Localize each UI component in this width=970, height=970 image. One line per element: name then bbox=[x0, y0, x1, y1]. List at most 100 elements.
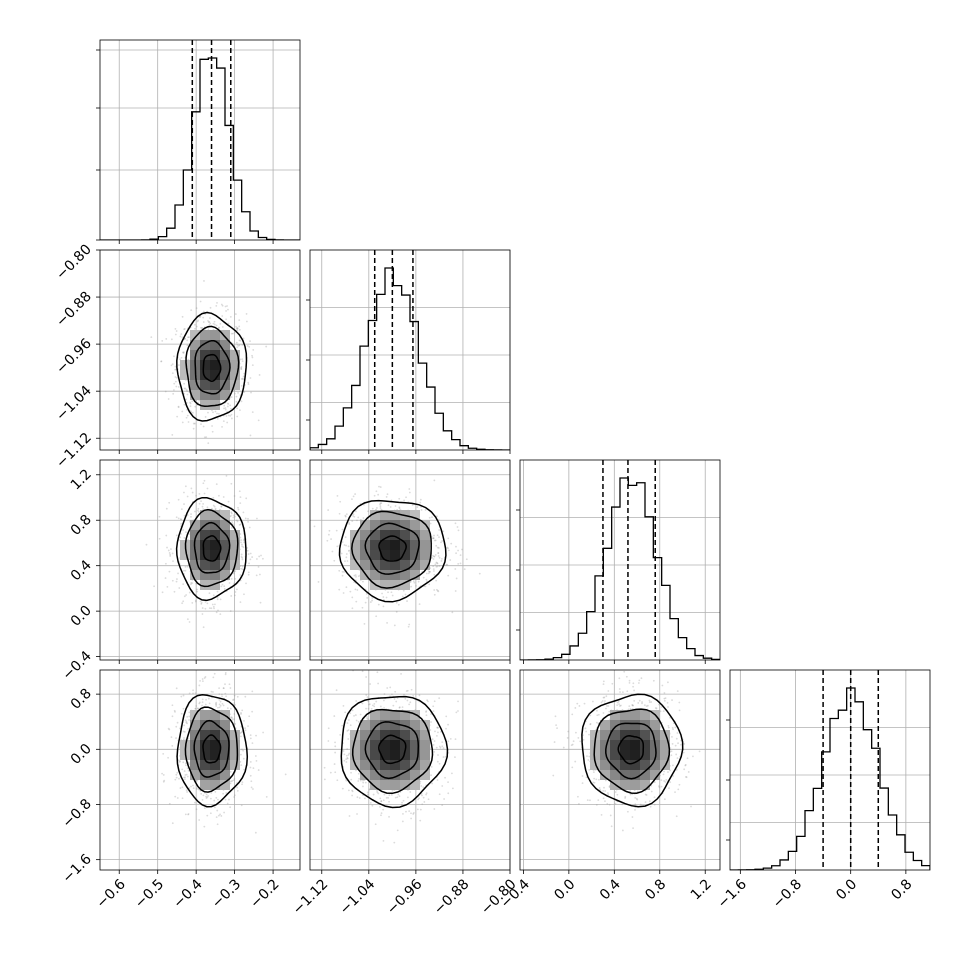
sample-point bbox=[153, 585, 155, 588]
sample-point bbox=[205, 795, 207, 798]
sample-point bbox=[196, 590, 199, 593]
sample-point bbox=[187, 421, 190, 423]
sample-point bbox=[204, 600, 207, 603]
density-cell bbox=[370, 530, 380, 540]
sample-point bbox=[183, 536, 186, 539]
sample-point bbox=[377, 603, 380, 606]
sample-point bbox=[344, 514, 347, 517]
density-cell bbox=[390, 560, 400, 570]
density-grid bbox=[350, 710, 430, 790]
sample-point bbox=[193, 422, 196, 425]
panel-frame bbox=[309, 249, 511, 451]
sample-point bbox=[162, 752, 165, 755]
density-cell bbox=[410, 560, 420, 570]
x-tick-label: −0.3 bbox=[209, 876, 244, 911]
density-cell bbox=[410, 520, 420, 530]
sample-point bbox=[162, 780, 165, 783]
sample-point bbox=[223, 404, 226, 407]
sample-point bbox=[203, 479, 206, 482]
sample-point bbox=[203, 436, 206, 439]
density-cell bbox=[400, 750, 410, 760]
sample-point bbox=[195, 325, 198, 328]
sample-point bbox=[409, 580, 412, 583]
panel-2-2 bbox=[516, 459, 721, 664]
sample-point bbox=[197, 707, 199, 710]
sample-point bbox=[433, 573, 436, 576]
sample-point bbox=[352, 513, 355, 516]
sample-point bbox=[341, 570, 344, 573]
density-cell bbox=[220, 730, 230, 740]
density-cell bbox=[420, 760, 430, 770]
sample-point bbox=[364, 781, 367, 784]
sample-point bbox=[383, 793, 386, 796]
sample-point bbox=[398, 497, 401, 500]
sample-point bbox=[176, 415, 179, 418]
sample-point bbox=[354, 588, 357, 591]
sample-point bbox=[236, 327, 238, 330]
sample-point bbox=[327, 533, 330, 536]
density-cell bbox=[420, 530, 430, 540]
sample-point bbox=[209, 812, 212, 815]
density-cell bbox=[390, 770, 400, 780]
contour-2 bbox=[185, 325, 240, 407]
sample-point bbox=[433, 808, 436, 810]
sample-point bbox=[425, 578, 428, 581]
sample-point bbox=[348, 523, 351, 525]
sample-point bbox=[350, 778, 353, 781]
sample-point bbox=[330, 538, 332, 540]
density-cell bbox=[380, 760, 390, 770]
sample-point bbox=[334, 741, 336, 744]
sample-point bbox=[175, 687, 178, 690]
sample-point bbox=[425, 710, 428, 712]
sample-point bbox=[255, 574, 258, 577]
density-cell bbox=[200, 350, 210, 360]
sample-point bbox=[207, 319, 209, 322]
sample-point bbox=[394, 690, 397, 693]
panel-frame bbox=[519, 459, 721, 661]
sample-point bbox=[257, 419, 260, 422]
sample-point bbox=[344, 536, 347, 539]
density-cell bbox=[380, 750, 390, 760]
sample-point bbox=[371, 507, 374, 510]
sample-point bbox=[167, 727, 170, 730]
sample-point bbox=[233, 582, 236, 585]
density-cell bbox=[390, 540, 400, 550]
density-cell bbox=[230, 740, 240, 750]
sample-point bbox=[461, 548, 463, 551]
sample-point bbox=[204, 676, 207, 678]
sample-point bbox=[407, 625, 410, 628]
density-cell bbox=[200, 720, 210, 730]
sample-point bbox=[186, 791, 189, 793]
histogram-0 bbox=[100, 57, 300, 240]
sample-point bbox=[232, 516, 235, 519]
sample-point bbox=[175, 776, 178, 779]
density-cell bbox=[400, 580, 410, 590]
sample-point bbox=[446, 546, 449, 549]
sample-point bbox=[240, 553, 243, 556]
sample-point bbox=[194, 599, 197, 602]
sample-point bbox=[179, 760, 181, 763]
sample-point bbox=[200, 327, 203, 329]
sample-point bbox=[171, 552, 174, 555]
sample-point bbox=[348, 549, 350, 552]
sample-point bbox=[379, 705, 382, 708]
sample-point bbox=[214, 507, 217, 510]
sample-point bbox=[181, 768, 184, 771]
sample-point bbox=[240, 368, 242, 370]
sample-point bbox=[198, 316, 201, 319]
sample-point bbox=[219, 598, 222, 601]
sample-point bbox=[434, 539, 437, 542]
density-cell bbox=[360, 520, 370, 530]
sample-point bbox=[459, 554, 462, 557]
sample-point bbox=[230, 780, 233, 783]
sample-point bbox=[361, 702, 364, 705]
sample-point bbox=[454, 756, 456, 759]
sample-point bbox=[379, 507, 382, 509]
sample-point bbox=[249, 734, 252, 737]
sample-point bbox=[239, 409, 241, 412]
sample-point bbox=[426, 699, 429, 702]
sample-point bbox=[182, 351, 185, 354]
sample-point bbox=[225, 791, 228, 794]
sample-point bbox=[184, 337, 186, 340]
sample-point bbox=[239, 753, 242, 756]
